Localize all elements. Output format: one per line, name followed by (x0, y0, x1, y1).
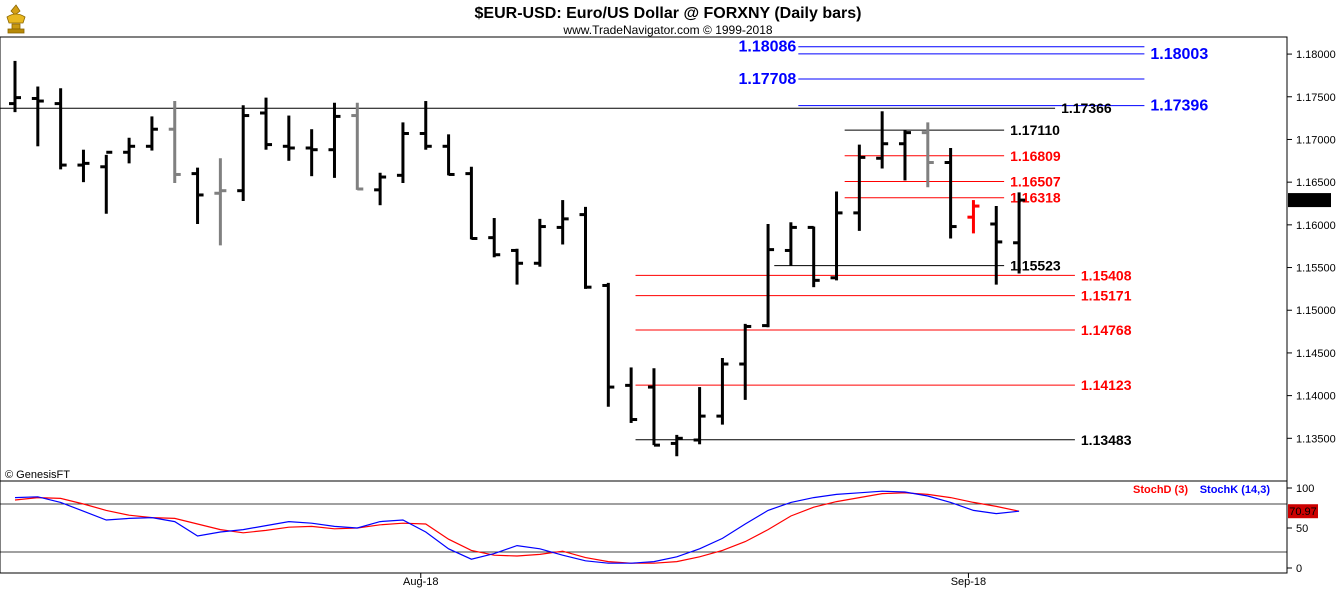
stochastic-tick-label: 100 (1296, 483, 1314, 495)
chart-title: $EUR-USD: Euro/US Dollar @ FORXNY (Daily… (475, 5, 862, 22)
level-label: 1.13483 (1081, 432, 1132, 448)
price-tick-label: 1.15000 (1296, 305, 1336, 317)
level-lines: 1.18086 1.18003 1.17708 1.17396 1.173661.171… (0, 39, 1208, 448)
legend-stoch-k: StochK (14,3) (1200, 484, 1271, 496)
stoch-k-line (14, 490, 1020, 564)
price-tick-label: 1.18000 (1296, 49, 1336, 61)
price-tick-label: 1.17000 (1296, 134, 1336, 146)
price-tick-label: 1.17500 (1296, 92, 1336, 104)
price-panel-frame (0, 36, 1288, 482)
level-label: 1.15408 (1081, 267, 1132, 283)
level-label: 1.17366 (1061, 100, 1112, 116)
stoch-d-line (14, 492, 1020, 564)
current-price-marker: 1.16290 (1288, 193, 1331, 208)
price-bars (9, 60, 1026, 457)
logo-icon (6, 4, 26, 34)
level-label: 1.16809 (1010, 148, 1061, 164)
level-label: 1.16318 (1010, 190, 1061, 206)
stochastic-tick-label: 0 (1296, 563, 1302, 575)
current-price-label: 1.16290 (1289, 195, 1329, 207)
level-label: 1.18003 (1150, 46, 1208, 63)
price-tick-label: 1.16500 (1296, 177, 1336, 189)
stochastic-current-value-box (1288, 504, 1318, 519)
date-tick-label: Sep-18 (951, 576, 986, 588)
price-tick-label: 1.16000 (1296, 220, 1336, 232)
stochastic-panel: 100 50 0 70.97 (0, 483, 1318, 575)
price-tick-label: 1.15500 (1296, 263, 1336, 275)
level-label: 1.15171 (1081, 288, 1132, 304)
current-price-box (1288, 193, 1331, 208)
level-label: 1.17708 (738, 71, 796, 88)
price-tick-label: 1.14500 (1296, 348, 1336, 360)
stochastic-tick-label: 50 (1296, 523, 1308, 535)
watermark: © GenesisFT (5, 469, 70, 481)
price-tick-label: 1.14000 (1296, 391, 1336, 403)
level-label: 1.15523 (1010, 258, 1061, 274)
chart-subtitle: www.TradeNavigator.com © 1999-2018 (562, 23, 772, 37)
level-label: 1.16507 (1010, 174, 1061, 190)
legend-stoch-d: StochD (3) (1133, 484, 1188, 496)
level-label: 1.17110 (1010, 122, 1060, 138)
price-tick-label: 1.13500 (1296, 433, 1336, 445)
level-label: 1.17396 (1150, 98, 1208, 115)
level-label: 1.18086 (738, 39, 796, 56)
stochastic-panel-frame (0, 480, 1288, 574)
price-axis: 1.18000 1.17500 1.17000 1.16500 1.16000 1.155… (1287, 49, 1336, 445)
date-tick-label: Aug-18 (403, 576, 438, 588)
level-label: 1.14768 (1081, 322, 1132, 338)
level-label: 1.14123 (1081, 377, 1132, 393)
date-axis: Aug-18 Sep-18 (403, 573, 986, 588)
stochastic-current-value: 70.97 (1289, 506, 1317, 518)
